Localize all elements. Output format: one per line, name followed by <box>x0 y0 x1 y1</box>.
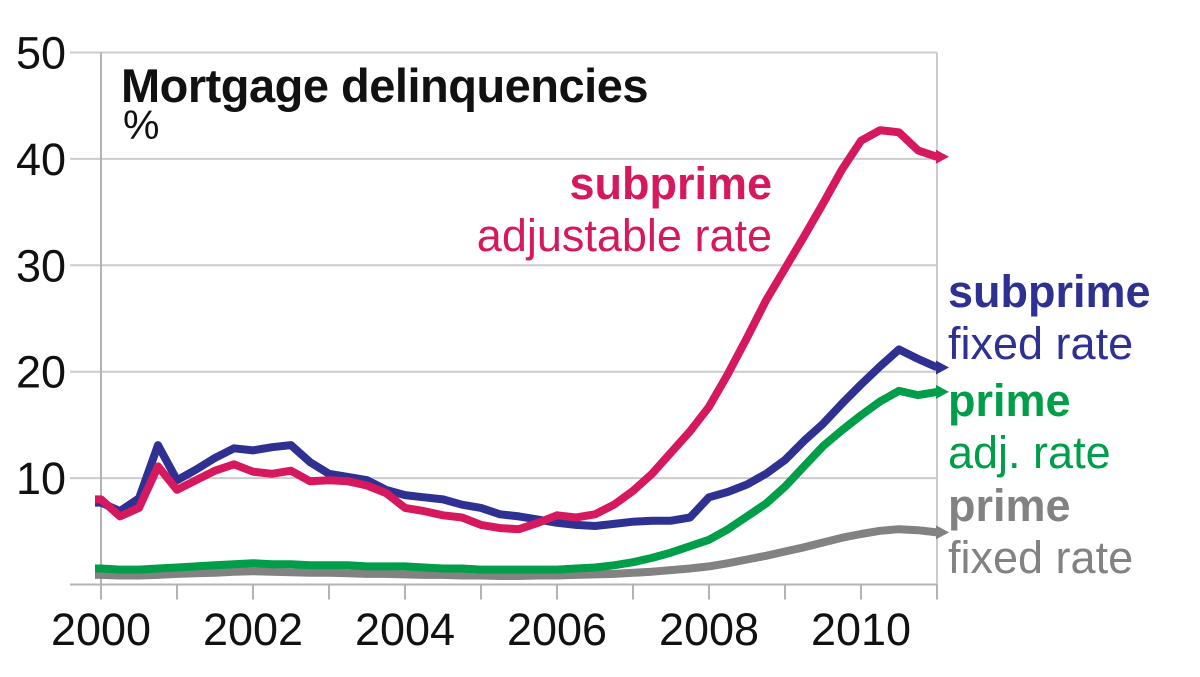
series-label-prime-frm: prime fixed rate <box>948 480 1133 584</box>
y-tick-label-10: 10 <box>16 453 66 504</box>
chart-title: Mortgage delinquencies <box>121 59 648 112</box>
series-label-prime-arm-line2: adj. rate <box>948 427 1111 478</box>
x-tick-label-2004: 2004 <box>355 604 455 655</box>
chart-unit-label: % <box>123 102 160 148</box>
series-end-arrow-prime-frm <box>936 525 949 540</box>
series-line-prime-frm <box>95 525 938 580</box>
series-line-subprime-arm <box>95 126 939 534</box>
series-end-arrow-subprime-frm <box>936 360 949 375</box>
series-label-prime-arm-line1: prime <box>948 375 1071 426</box>
series-label-subprime-arm: subprime adjustable rate <box>380 158 772 262</box>
series-label-subprime-frm-line2: fixed rate <box>948 318 1134 369</box>
x-tick-label-2010: 2010 <box>811 604 911 655</box>
series-label-subprime-frm-line1: subprime <box>948 266 1151 317</box>
series-label-prime-arm: prime adj. rate <box>948 375 1111 479</box>
x-tick-label-2000: 2000 <box>51 604 151 655</box>
series-label-subprime-arm-line2: adjustable rate <box>476 210 772 261</box>
series-label-subprime-frm: subprime fixed rate <box>948 266 1151 370</box>
series-end-arrow-prime-arm <box>936 384 949 399</box>
series-label-prime-frm-line1: prime <box>948 480 1071 531</box>
series-end-arrow-subprime-arm <box>936 149 949 164</box>
series-line-prime-arm <box>95 386 938 574</box>
x-tick-label-2006: 2006 <box>507 604 607 655</box>
series-line-subprime-frm <box>95 345 939 530</box>
x-tick-label-2008: 2008 <box>659 604 759 655</box>
y-tick-label-50: 50 <box>16 28 66 79</box>
series-label-prime-frm-line2: fixed rate <box>948 532 1134 583</box>
x-tick-label-2002: 2002 <box>203 604 303 655</box>
y-tick-label-20: 20 <box>16 347 66 398</box>
y-tick-label-40: 40 <box>16 134 66 185</box>
y-tick-label-30: 30 <box>16 240 66 291</box>
series-label-subprime-arm-line1: subprime <box>569 158 772 209</box>
